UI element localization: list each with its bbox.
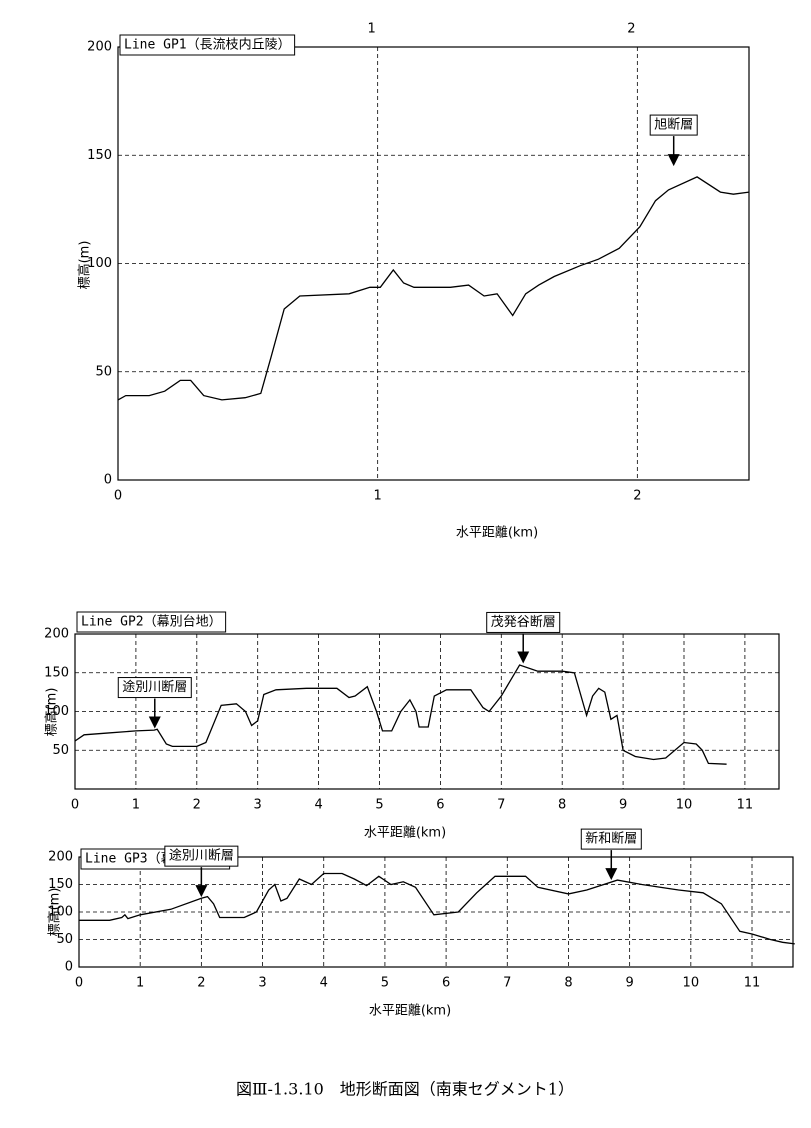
top-tick-label: 2 [627, 22, 635, 37]
x-tick-label: 3 [254, 798, 262, 813]
x-axis-label: 水平距離(km) [364, 826, 446, 841]
y-axis-label: 標高(m) [44, 688, 60, 737]
x-tick-label: 9 [626, 976, 634, 991]
x-tick-label: 6 [442, 976, 450, 991]
plot-frame [117, 46, 750, 481]
y-tick-label: 200 [44, 627, 69, 642]
x-tick-label: 6 [436, 798, 444, 813]
x-tick-label: 4 [320, 976, 328, 991]
arrow-head [667, 154, 680, 167]
annotation-box [649, 114, 698, 136]
title-box [76, 611, 227, 633]
annotation-label: 旭断層 [654, 118, 693, 133]
x-tick-label: 0 [114, 489, 122, 504]
x-tick-label: 7 [497, 798, 505, 813]
y-tick-label: 50 [95, 364, 112, 379]
annotation-label: 途別川断層 [169, 848, 234, 864]
y-axis-label: 標高(m) [77, 241, 93, 290]
y-tick-label: 100 [44, 704, 69, 719]
profile-line [79, 872, 795, 945]
annotation-box [486, 611, 561, 633]
x-tick-label: 4 [314, 798, 322, 813]
arrow-head [517, 651, 530, 664]
y-tick-label: 0 [65, 960, 73, 975]
x-tick-label: 11 [744, 976, 761, 991]
x-tick-label: 2 [633, 489, 641, 504]
x-tick-label: 1 [136, 976, 144, 991]
x-tick-label: 3 [258, 976, 266, 991]
y-tick-label: 100 [87, 256, 112, 271]
x-axis-label: 水平距離(km) [456, 526, 538, 541]
arrow-head [605, 868, 618, 881]
x-tick-label: 2 [197, 976, 205, 991]
y-tick-label: 50 [56, 932, 73, 947]
annotation-box [164, 845, 239, 867]
y-tick-label: 150 [48, 877, 73, 892]
x-tick-label: 9 [619, 798, 627, 813]
x-tick-label: 10 [683, 976, 700, 991]
x-tick-label: 1 [132, 798, 140, 813]
x-tick-label: 5 [381, 976, 389, 991]
y-tick-label: 200 [87, 40, 112, 55]
plot-frame [74, 633, 780, 790]
arrow-head [195, 885, 208, 898]
annotation-box [580, 828, 642, 850]
x-tick-label: 10 [676, 798, 693, 813]
chart-title: Line GP2（幕別台地） [81, 615, 222, 630]
annotation-label: 茂発谷断層 [491, 615, 556, 630]
x-tick-label: 0 [75, 976, 83, 991]
annotation-box [117, 677, 192, 699]
y-tick-label: 0 [104, 473, 112, 488]
x-tick-label: 7 [503, 976, 511, 991]
profile-line [117, 176, 750, 401]
x-tick-label: 0 [71, 798, 79, 813]
x-tick-label: 2 [193, 798, 201, 813]
x-tick-label: 1 [374, 489, 382, 504]
y-tick-label: 100 [48, 905, 73, 920]
top-tick-label: 1 [368, 22, 376, 37]
chart-title: Line GP1（長流枝内丘陵） [124, 37, 291, 53]
x-tick-label: 8 [564, 976, 572, 991]
annotation-label: 途別川断層 [122, 679, 187, 695]
x-tick-label: 5 [375, 798, 383, 813]
y-tick-label: 150 [44, 665, 69, 680]
profile-line [74, 664, 727, 765]
arrow-head [148, 716, 161, 729]
y-tick-label: 50 [52, 743, 69, 758]
plot-frame [78, 856, 794, 968]
x-axis-label: 水平距離(km) [369, 1004, 451, 1019]
annotation-label: 新和断層 [585, 831, 637, 847]
x-tick-label: 11 [737, 798, 754, 813]
caption: 図Ⅲ-1.3.10 地形断面図（南東セグメント1） [236, 1080, 574, 1099]
title-box [119, 34, 296, 56]
y-tick-label: 200 [48, 850, 73, 865]
y-axis-label: 標高(m) [47, 888, 63, 937]
x-tick-label: 8 [558, 798, 566, 813]
y-tick-label: 150 [87, 148, 112, 163]
